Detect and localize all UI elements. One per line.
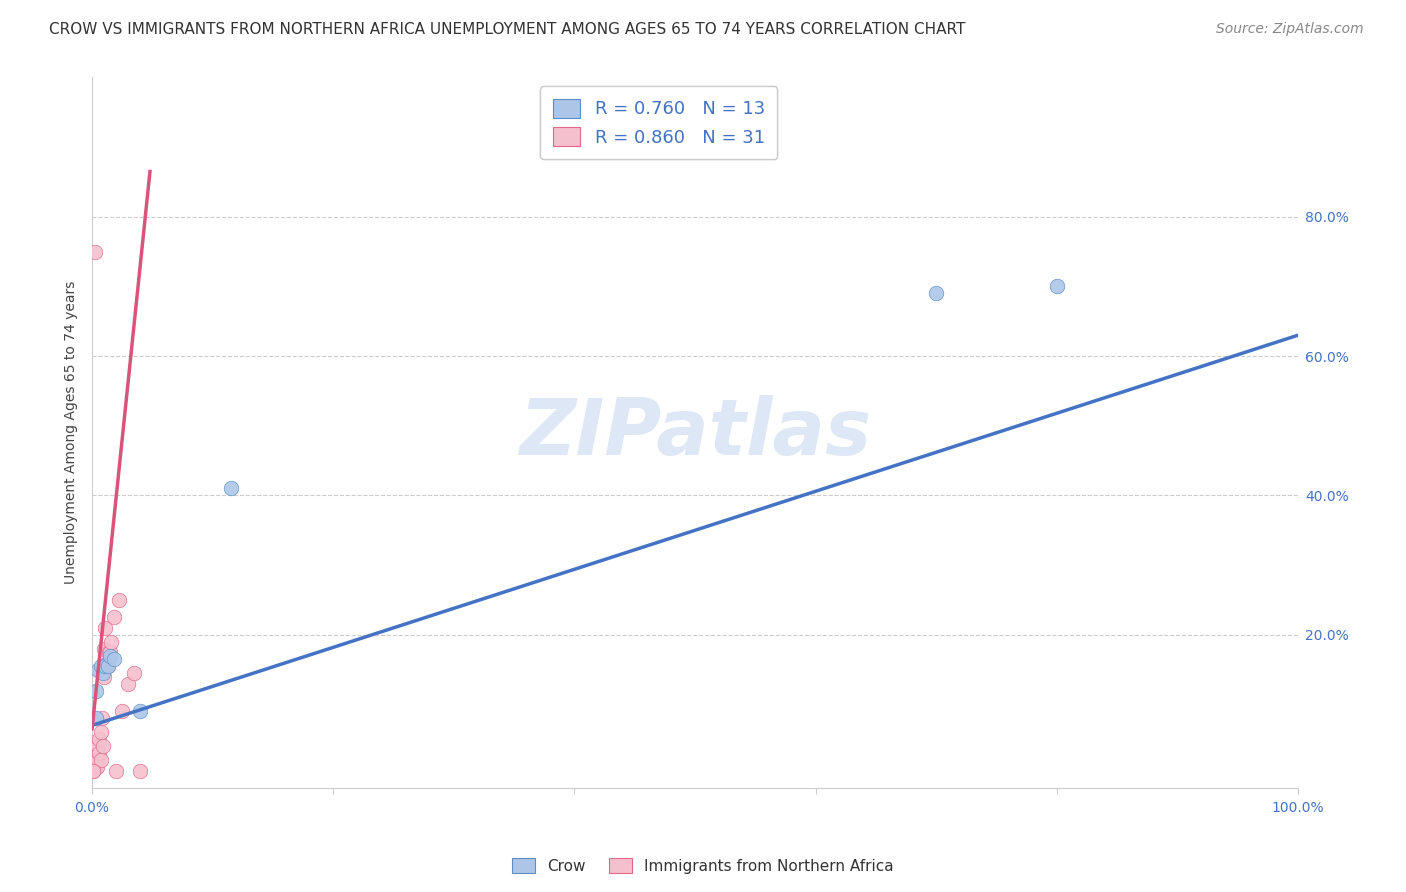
Point — [89, 732, 111, 747]
Point — [90, 659, 112, 673]
Point — [97, 659, 120, 673]
Point — [219, 482, 242, 496]
Point — [84, 760, 107, 774]
Point — [98, 645, 121, 659]
Point — [100, 634, 122, 648]
Point — [84, 711, 107, 725]
Y-axis label: Unemployment Among Ages 65 to 74 years: Unemployment Among Ages 65 to 74 years — [65, 281, 79, 584]
Point — [89, 746, 111, 760]
Point — [91, 666, 114, 681]
Point — [93, 670, 115, 684]
Point — [111, 705, 134, 719]
Point — [82, 764, 104, 778]
Point — [87, 739, 110, 754]
Point — [83, 760, 105, 774]
Point — [87, 753, 110, 767]
Point — [83, 244, 105, 259]
Point — [86, 753, 108, 767]
Point — [124, 666, 146, 681]
Point — [117, 676, 139, 690]
Point — [97, 659, 120, 673]
Point — [103, 610, 125, 624]
Point — [84, 683, 107, 698]
Point — [925, 286, 948, 301]
Point — [98, 648, 121, 663]
Legend: Crow, Immigrants from Northern Africa: Crow, Immigrants from Northern Africa — [506, 852, 900, 880]
Point — [84, 753, 107, 767]
Point — [129, 764, 152, 778]
Point — [93, 641, 115, 656]
Point — [90, 725, 112, 739]
Point — [90, 711, 112, 725]
Point — [94, 621, 117, 635]
Legend: R = 0.760   N = 13, R = 0.860   N = 31: R = 0.760 N = 13, R = 0.860 N = 31 — [540, 87, 778, 160]
Point — [107, 593, 129, 607]
Text: ZIPatlas: ZIPatlas — [519, 395, 872, 471]
Text: CROW VS IMMIGRANTS FROM NORTHERN AFRICA UNEMPLOYMENT AMONG AGES 65 TO 74 YEARS C: CROW VS IMMIGRANTS FROM NORTHERN AFRICA … — [49, 22, 966, 37]
Point — [86, 760, 108, 774]
Point — [103, 652, 125, 666]
Point — [129, 705, 152, 719]
Point — [90, 753, 112, 767]
Point — [82, 764, 104, 778]
Point — [98, 645, 121, 659]
Point — [91, 739, 114, 754]
Text: Source: ZipAtlas.com: Source: ZipAtlas.com — [1216, 22, 1364, 37]
Point — [105, 764, 128, 778]
Point — [96, 656, 118, 670]
Point — [94, 659, 117, 673]
Point — [87, 663, 110, 677]
Point — [1046, 279, 1069, 293]
